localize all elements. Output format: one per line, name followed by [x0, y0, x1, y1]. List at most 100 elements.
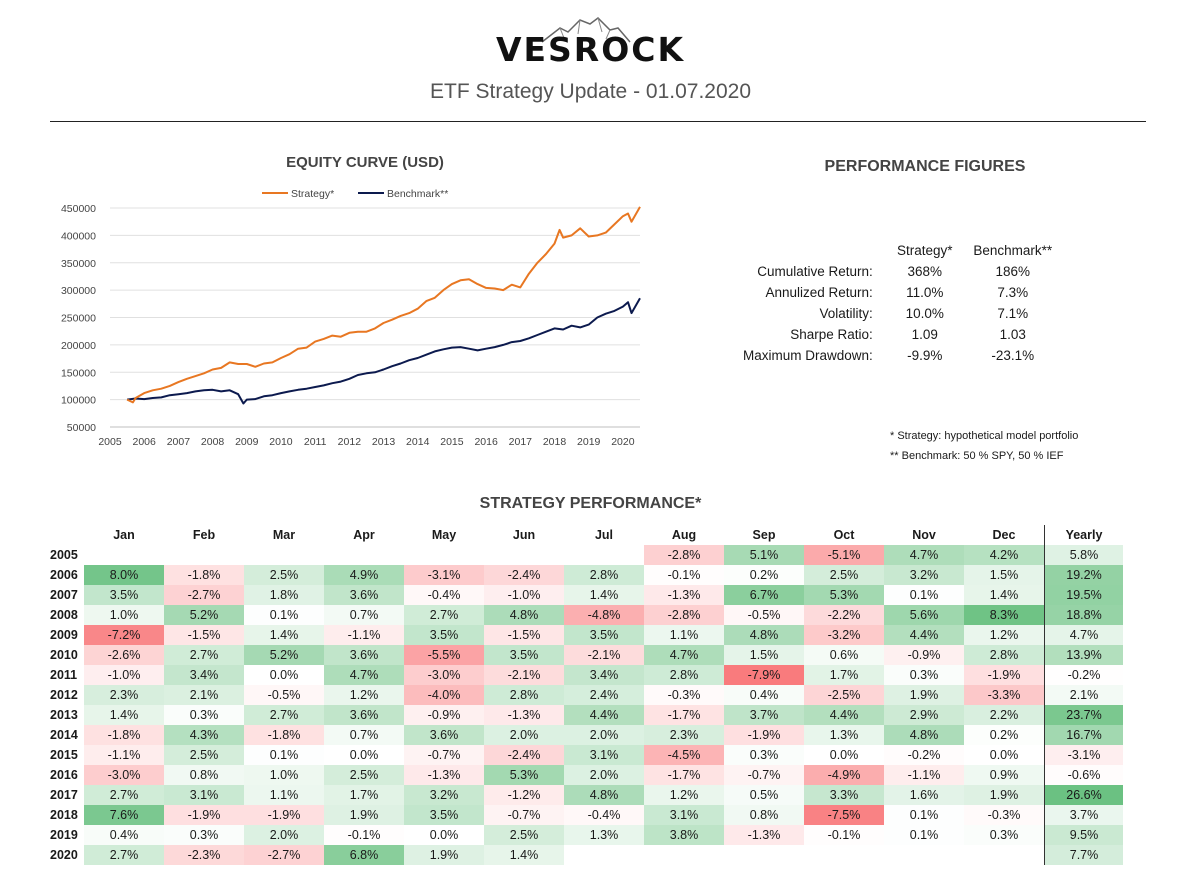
month-header: May — [431, 528, 457, 542]
monthly-return-cell: -1.7% — [644, 765, 724, 785]
monthly-return-cell: -1.5% — [484, 625, 564, 645]
monthly-return-cell: -2.4% — [484, 565, 564, 585]
monthly-return-cell: 1.4% — [484, 845, 564, 865]
monthly-return-cell: 0.0% — [404, 825, 484, 845]
monthly-return-cell — [804, 845, 884, 865]
metric-label: Annulized Return: — [765, 285, 873, 300]
performance-header-strategy: Strategy* — [897, 243, 953, 258]
chart-title: EQUITY CURVE (USD) — [286, 154, 444, 171]
monthly-return-cell: -0.1% — [644, 565, 724, 585]
monthly-return-cell: 2.5% — [484, 825, 564, 845]
legend-label: Strategy* — [291, 188, 334, 200]
monthly-return-cell: -5.1% — [804, 545, 884, 565]
monthly-return-cell: -0.9% — [884, 645, 964, 665]
monthly-return-cell: -1.7% — [644, 705, 724, 725]
monthly-return-cell: -0.4% — [564, 805, 644, 825]
year-label: 2018 — [50, 808, 78, 822]
benchmark-footnote: ** Benchmark: 50 % SPY, 50 % IEF — [890, 450, 1064, 462]
monthly-return-cell: 1.9% — [324, 805, 404, 825]
monthly-return-cell: -3.2% — [804, 625, 884, 645]
monthly-return-cell: -3.0% — [84, 765, 164, 785]
monthly-return-cell — [84, 545, 164, 565]
monthly-return-cell: -0.4% — [404, 585, 484, 605]
metric-benchmark: -23.1% — [991, 348, 1035, 363]
monthly-return-cell — [484, 545, 564, 565]
month-header: Jul — [594, 528, 614, 542]
monthly-return-cell: -0.3% — [964, 805, 1045, 825]
monthly-return-cell: 3.3% — [804, 785, 884, 805]
month-header: Sep — [752, 528, 776, 542]
table-row: 2012 2.3% 2.1% -0.5% 1.2% -4.0% 2.8% 2.4% -0.3% 0… — [50, 685, 1123, 705]
monthly-return-cell: 4.8% — [884, 725, 964, 745]
monthly-return-cell: -7.2% — [84, 625, 164, 645]
yearly-return-cell: -0.2% — [1044, 665, 1123, 685]
strategy-performance-title: STRATEGY PERFORMANCE* — [479, 495, 702, 512]
monthly-return-cell: 1.9% — [884, 685, 964, 705]
x-tick-label: 2009 — [235, 436, 259, 448]
monthly-return-cell: 3.6% — [324, 645, 404, 665]
monthly-return-cell: 3.8% — [644, 825, 724, 845]
y-tick-label: 200000 — [61, 340, 96, 352]
mountain-icon — [541, 17, 631, 43]
year-label: 2007 — [50, 588, 78, 602]
yearly-return-cell: 19.2% — [1044, 565, 1123, 585]
year-label: 2014 — [50, 728, 78, 742]
monthly-return-cell: 3.2% — [884, 565, 964, 585]
monthly-return-cell — [164, 545, 244, 565]
monthly-return-cell: 1.4% — [244, 625, 324, 645]
monthly-return-cell: 3.6% — [404, 725, 484, 745]
strategy-footnote: * Strategy: hypothetical model portfolio — [890, 430, 1079, 442]
monthly-return-cell: 0.1% — [244, 745, 324, 765]
monthly-return-cell: 2.5% — [244, 565, 324, 585]
monthly-return-cell: 2.8% — [564, 565, 644, 585]
monthly-return-cell: 0.7% — [324, 605, 404, 625]
monthly-return-cell — [564, 845, 644, 865]
legend-label: Benchmark** — [387, 188, 448, 200]
monthly-return-cell: 6.7% — [724, 585, 804, 605]
monthly-return-cell: 4.4% — [884, 625, 964, 645]
month-header: Dec — [992, 528, 1016, 542]
monthly-return-cell: -1.2% — [484, 785, 564, 805]
table-row: 2014 -1.8% 4.3% -1.8% 0.7% 3.6% 2.0% 2.0% 2.3% -1… — [50, 725, 1123, 745]
monthly-return-cell: 2.7% — [244, 705, 324, 725]
metric-strategy: 10.0% — [905, 306, 944, 321]
monthly-return-cell: -3.3% — [964, 685, 1045, 705]
monthly-return-cell: -1.5% — [164, 625, 244, 645]
monthly-return-cell: 0.0% — [964, 745, 1045, 765]
yearly-return-cell: 3.7% — [1044, 805, 1123, 825]
monthly-return-cell: 3.1% — [164, 785, 244, 805]
x-tick-label: 2019 — [577, 436, 601, 448]
metric-benchmark: 186% — [995, 264, 1031, 279]
yearly-return-cell: 23.7% — [1044, 705, 1123, 725]
monthly-return-cell: 4.2% — [964, 545, 1045, 565]
performance-table: Strategy* Benchmark** Cumulative Return:… — [740, 240, 1057, 366]
year-label: 2015 — [50, 748, 78, 762]
header-divider — [50, 121, 1146, 122]
monthly-return-cell: -1.9% — [244, 805, 324, 825]
y-tick-label: 250000 — [61, 313, 96, 325]
x-tick-label: 2016 — [474, 436, 498, 448]
monthly-return-cell: -5.5% — [404, 645, 484, 665]
monthly-return-cell: 0.0% — [324, 745, 404, 765]
monthly-return-cell: 5.6% — [884, 605, 964, 625]
monthly-return-cell: 6.8% — [324, 845, 404, 865]
table-row: 2011 -1.0% 3.4% 0.0% 4.7% -3.0% -2.1% 3.4% 2.8% -… — [50, 665, 1123, 685]
monthly-return-cell: -0.1% — [804, 825, 884, 845]
year-label: 2019 — [50, 828, 78, 842]
yearly-return-cell: -3.1% — [1044, 745, 1123, 765]
yearly-return-cell: 26.6% — [1044, 785, 1123, 805]
monthly-return-cell: -1.9% — [724, 725, 804, 745]
monthly-return-cell: 0.1% — [884, 585, 964, 605]
yearly-return-cell: 18.8% — [1044, 605, 1123, 625]
monthly-return-cell: 1.5% — [724, 645, 804, 665]
strategy-series-line — [126, 206, 641, 404]
metric-strategy: 11.0% — [906, 285, 944, 300]
x-tick-label: 2007 — [167, 436, 191, 448]
x-tick-label: 2020 — [611, 436, 635, 448]
monthly-return-cell: 3.5% — [564, 625, 644, 645]
monthly-return-cell: 8.3% — [964, 605, 1045, 625]
monthly-return-cell: 7.6% — [84, 805, 164, 825]
y-tick-label: 150000 — [61, 367, 96, 379]
monthly-return-cell: -3.0% — [404, 665, 484, 685]
monthly-return-cell — [324, 545, 404, 565]
